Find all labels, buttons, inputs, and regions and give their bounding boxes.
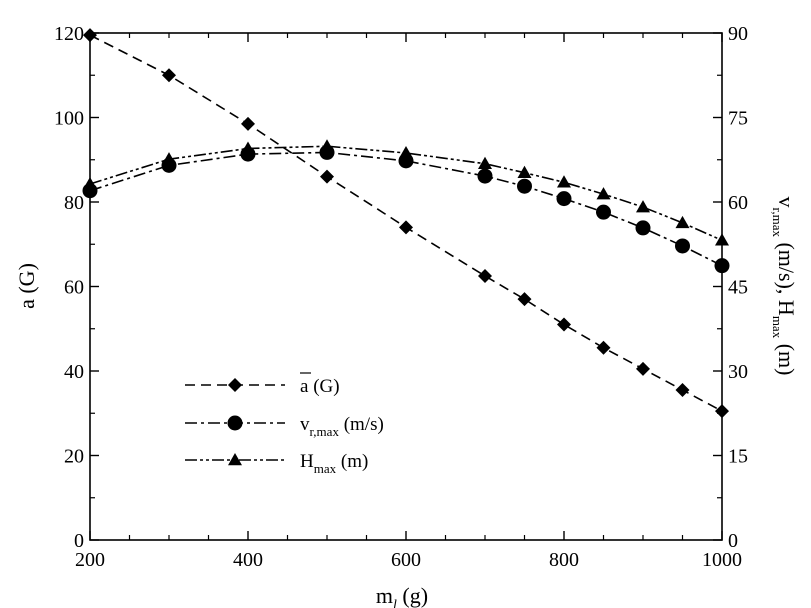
x-tick-label: 200 (75, 549, 105, 571)
data-point-height (399, 145, 413, 159)
y-left-tick-label: 60 (64, 277, 84, 299)
data-point-height (596, 187, 611, 200)
data-point-velocity (596, 204, 611, 220)
x-axis-title-main: m (376, 583, 393, 608)
data-point-mean-acceleration (478, 268, 492, 283)
data-point-height (162, 152, 176, 165)
y-left-tick-label: 120 (54, 23, 84, 45)
series-mean-acceleration (83, 28, 729, 419)
x-tick-label: 800 (549, 549, 579, 571)
data-point-mean-acceleration (399, 220, 413, 235)
legend-label-2-unit: (m) (336, 451, 368, 472)
data-point-mean-acceleration (675, 383, 690, 398)
data-point-height (517, 165, 532, 178)
data-point-height (715, 233, 729, 246)
y-left-tick-label: 40 (64, 361, 84, 383)
x-tick-label: 400 (233, 549, 263, 571)
legend-label-mean-acceleration: a (G) (300, 376, 340, 397)
data-point-velocity (477, 168, 493, 184)
legend-label-0-main: a (300, 376, 309, 397)
y-left-tick-label: 80 (64, 192, 84, 214)
legend-label-2-sub: max (314, 461, 337, 476)
x-axis-title-sub: l (393, 598, 397, 608)
y-right-tick-label: 15 (728, 446, 748, 468)
x-tick-label: 600 (391, 549, 421, 571)
y-right-tick-label: 0 (728, 530, 738, 552)
legend-label-1-sub: r,max (310, 424, 340, 439)
plot-area (89, 32, 723, 541)
legend-label-1-unit: (m/s) (339, 414, 384, 435)
x-axis-title: ml (g) (376, 583, 428, 608)
data-point-height (675, 215, 690, 229)
data-point-mean-acceleration (596, 340, 611, 355)
legend-label-0-unit: (G) (308, 376, 339, 397)
legend-label-velocity: vr,max (m/s) (300, 414, 384, 439)
series-height (83, 139, 729, 246)
y-right-axis-title: vr,max (m/s), Hmax (m) (770, 197, 799, 376)
data-point-velocity (556, 191, 572, 207)
data-point-velocity (635, 220, 651, 236)
data-point-velocity (517, 178, 532, 194)
legend-label-height: Hmax (m) (300, 451, 368, 476)
data-point-mean-acceleration (715, 404, 729, 419)
y-right-title-v-sub: r,max (770, 208, 785, 238)
y-right-tick-label: 90 (728, 23, 748, 45)
y-right-title-h: H (774, 300, 799, 316)
y-right-tick-label: 75 (728, 108, 748, 130)
y-right-title-h-unit: (m) (774, 338, 799, 375)
series-line-velocity (89, 151, 723, 267)
data-point-mean-acceleration (636, 361, 650, 376)
y-right-title-v-unit: (m/s), (774, 237, 799, 300)
legend-entry-velocity: vr,max (m/s) (185, 414, 384, 439)
data-point-height (83, 176, 97, 190)
x-tick-label: 1000 (702, 549, 742, 571)
legend-entry-height: Hmax (m) (185, 451, 368, 476)
y-left-tick-label: 100 (54, 108, 84, 130)
y-left-axis-title: a (G) (14, 263, 39, 309)
data-point-height (241, 141, 255, 154)
series-line-height (89, 145, 723, 242)
data-point-mean-acceleration (241, 116, 255, 131)
data-point-mean-acceleration (162, 68, 176, 83)
legend-marker-velocity (227, 415, 243, 431)
legend-entry-mean-acceleration: a (G) (185, 372, 340, 397)
data-point-velocity (675, 238, 690, 254)
legend-marker-height (228, 453, 242, 466)
y-right-tick-label: 30 (728, 361, 748, 383)
y-right-title-h-sub: max (770, 316, 785, 339)
y-left-tick-label: 20 (64, 446, 84, 468)
data-point-mean-acceleration (320, 169, 334, 184)
data-point-height (478, 156, 492, 169)
series-line-mean-acceleration (89, 34, 723, 412)
legend-label-2-main: H (300, 451, 314, 472)
y-right-tick-label: 60 (728, 192, 748, 214)
y-right-title-v: v (774, 197, 799, 208)
legend-marker-mean-acceleration (228, 378, 242, 392)
data-point-height (557, 175, 571, 188)
data-point-mean-acceleration (557, 317, 571, 332)
data-point-velocity (714, 258, 730, 274)
plot-frame (89, 32, 723, 541)
legend-label-1-main: v (300, 414, 310, 435)
axis-ticks: 200 400 600 800 1000020406080100120015304560… (54, 23, 748, 571)
y-left-tick-label: 0 (74, 530, 84, 552)
data-point-height (320, 139, 334, 152)
series-group (82, 28, 730, 419)
data-point-mean-acceleration (517, 292, 532, 307)
legend: a (G) vr,max (m/s) Hmax (m) (185, 372, 384, 476)
data-point-mean-acceleration (83, 28, 97, 43)
x-axis-title-unit: (g) (397, 583, 428, 608)
series-velocity (82, 144, 730, 274)
y-right-tick-label: 45 (728, 277, 748, 299)
data-point-height (636, 200, 650, 213)
